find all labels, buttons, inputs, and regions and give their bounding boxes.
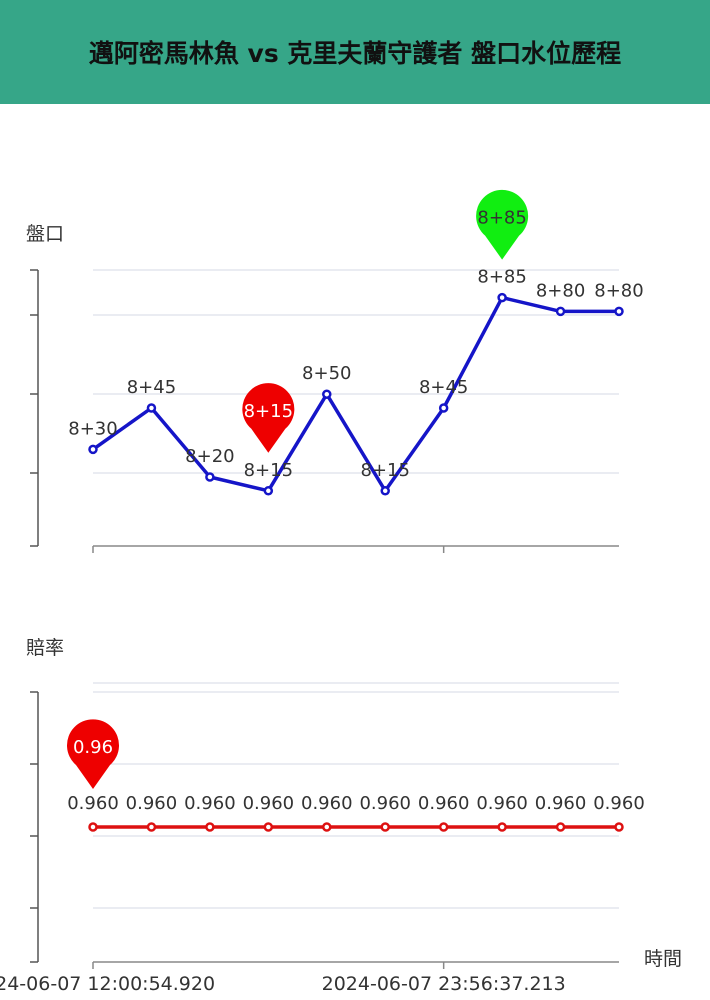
pin-marker-label: 8+15 bbox=[244, 401, 293, 422]
pin-marker-min bbox=[476, 189, 529, 260]
data-label: 0.960 bbox=[184, 793, 236, 814]
data-point bbox=[322, 389, 332, 399]
data-point bbox=[146, 822, 157, 832]
data-label: 0.960 bbox=[535, 793, 587, 814]
data-label: 0.960 bbox=[301, 793, 353, 814]
data-label: 8+30 bbox=[68, 418, 117, 439]
data-point bbox=[263, 486, 274, 496]
data-point bbox=[205, 472, 215, 482]
pin-marker-label: 8+85 bbox=[477, 208, 526, 229]
data-point bbox=[205, 822, 215, 832]
data-point bbox=[322, 822, 332, 832]
data-label: 0.960 bbox=[359, 793, 411, 814]
data-label: 8+15 bbox=[360, 460, 409, 481]
data-point bbox=[438, 822, 449, 832]
data-label: 8+20 bbox=[185, 446, 234, 467]
data-label: 0.960 bbox=[243, 793, 295, 814]
data-label: 8+45 bbox=[127, 377, 176, 398]
y-axis-label: 賠率 bbox=[26, 637, 64, 659]
x-axis-label: 時間 bbox=[644, 948, 682, 970]
data-point bbox=[555, 822, 566, 832]
data-point bbox=[614, 822, 624, 832]
pin-marker-max bbox=[67, 719, 119, 789]
page-header: 邁阿密馬林魚 vs 克里夫蘭守護者 盤口水位歷程 bbox=[0, 0, 710, 104]
data-label: 0.960 bbox=[126, 793, 178, 814]
x-tick-label: 2024-06-07 12:00:54.920 bbox=[0, 973, 215, 995]
data-point bbox=[380, 822, 390, 832]
data-label: 8+15 bbox=[244, 460, 293, 481]
data-label: 0.960 bbox=[476, 793, 528, 814]
data-point bbox=[614, 306, 624, 317]
data-point bbox=[380, 486, 390, 496]
data-point bbox=[88, 822, 98, 832]
data-point bbox=[88, 444, 98, 455]
pin-marker-max bbox=[242, 383, 295, 453]
data-label: 8+80 bbox=[536, 280, 585, 301]
data-label: 0.960 bbox=[67, 793, 119, 814]
x-tick-label: 2024-06-07 23:56:37.213 bbox=[322, 973, 566, 995]
pin-marker-label: 0.96 bbox=[73, 737, 113, 758]
data-label: 8+45 bbox=[419, 377, 468, 398]
y-axis-label: 盤口 bbox=[26, 223, 64, 245]
page-title: 邁阿密馬林魚 vs 克里夫蘭守護者 盤口水位歷程 bbox=[88, 39, 622, 68]
data-label: 0.960 bbox=[418, 793, 470, 814]
series-line bbox=[91, 295, 619, 493]
data-label: 8+85 bbox=[477, 267, 526, 288]
data-label: 8+50 bbox=[302, 363, 351, 384]
data-point bbox=[555, 306, 566, 317]
data-label: 8+80 bbox=[594, 280, 643, 301]
data-point bbox=[497, 292, 507, 303]
data-point bbox=[438, 403, 449, 413]
data-point bbox=[263, 822, 274, 832]
data-point bbox=[497, 822, 507, 832]
data-label: 0.960 bbox=[593, 793, 645, 814]
data-point bbox=[146, 403, 157, 413]
